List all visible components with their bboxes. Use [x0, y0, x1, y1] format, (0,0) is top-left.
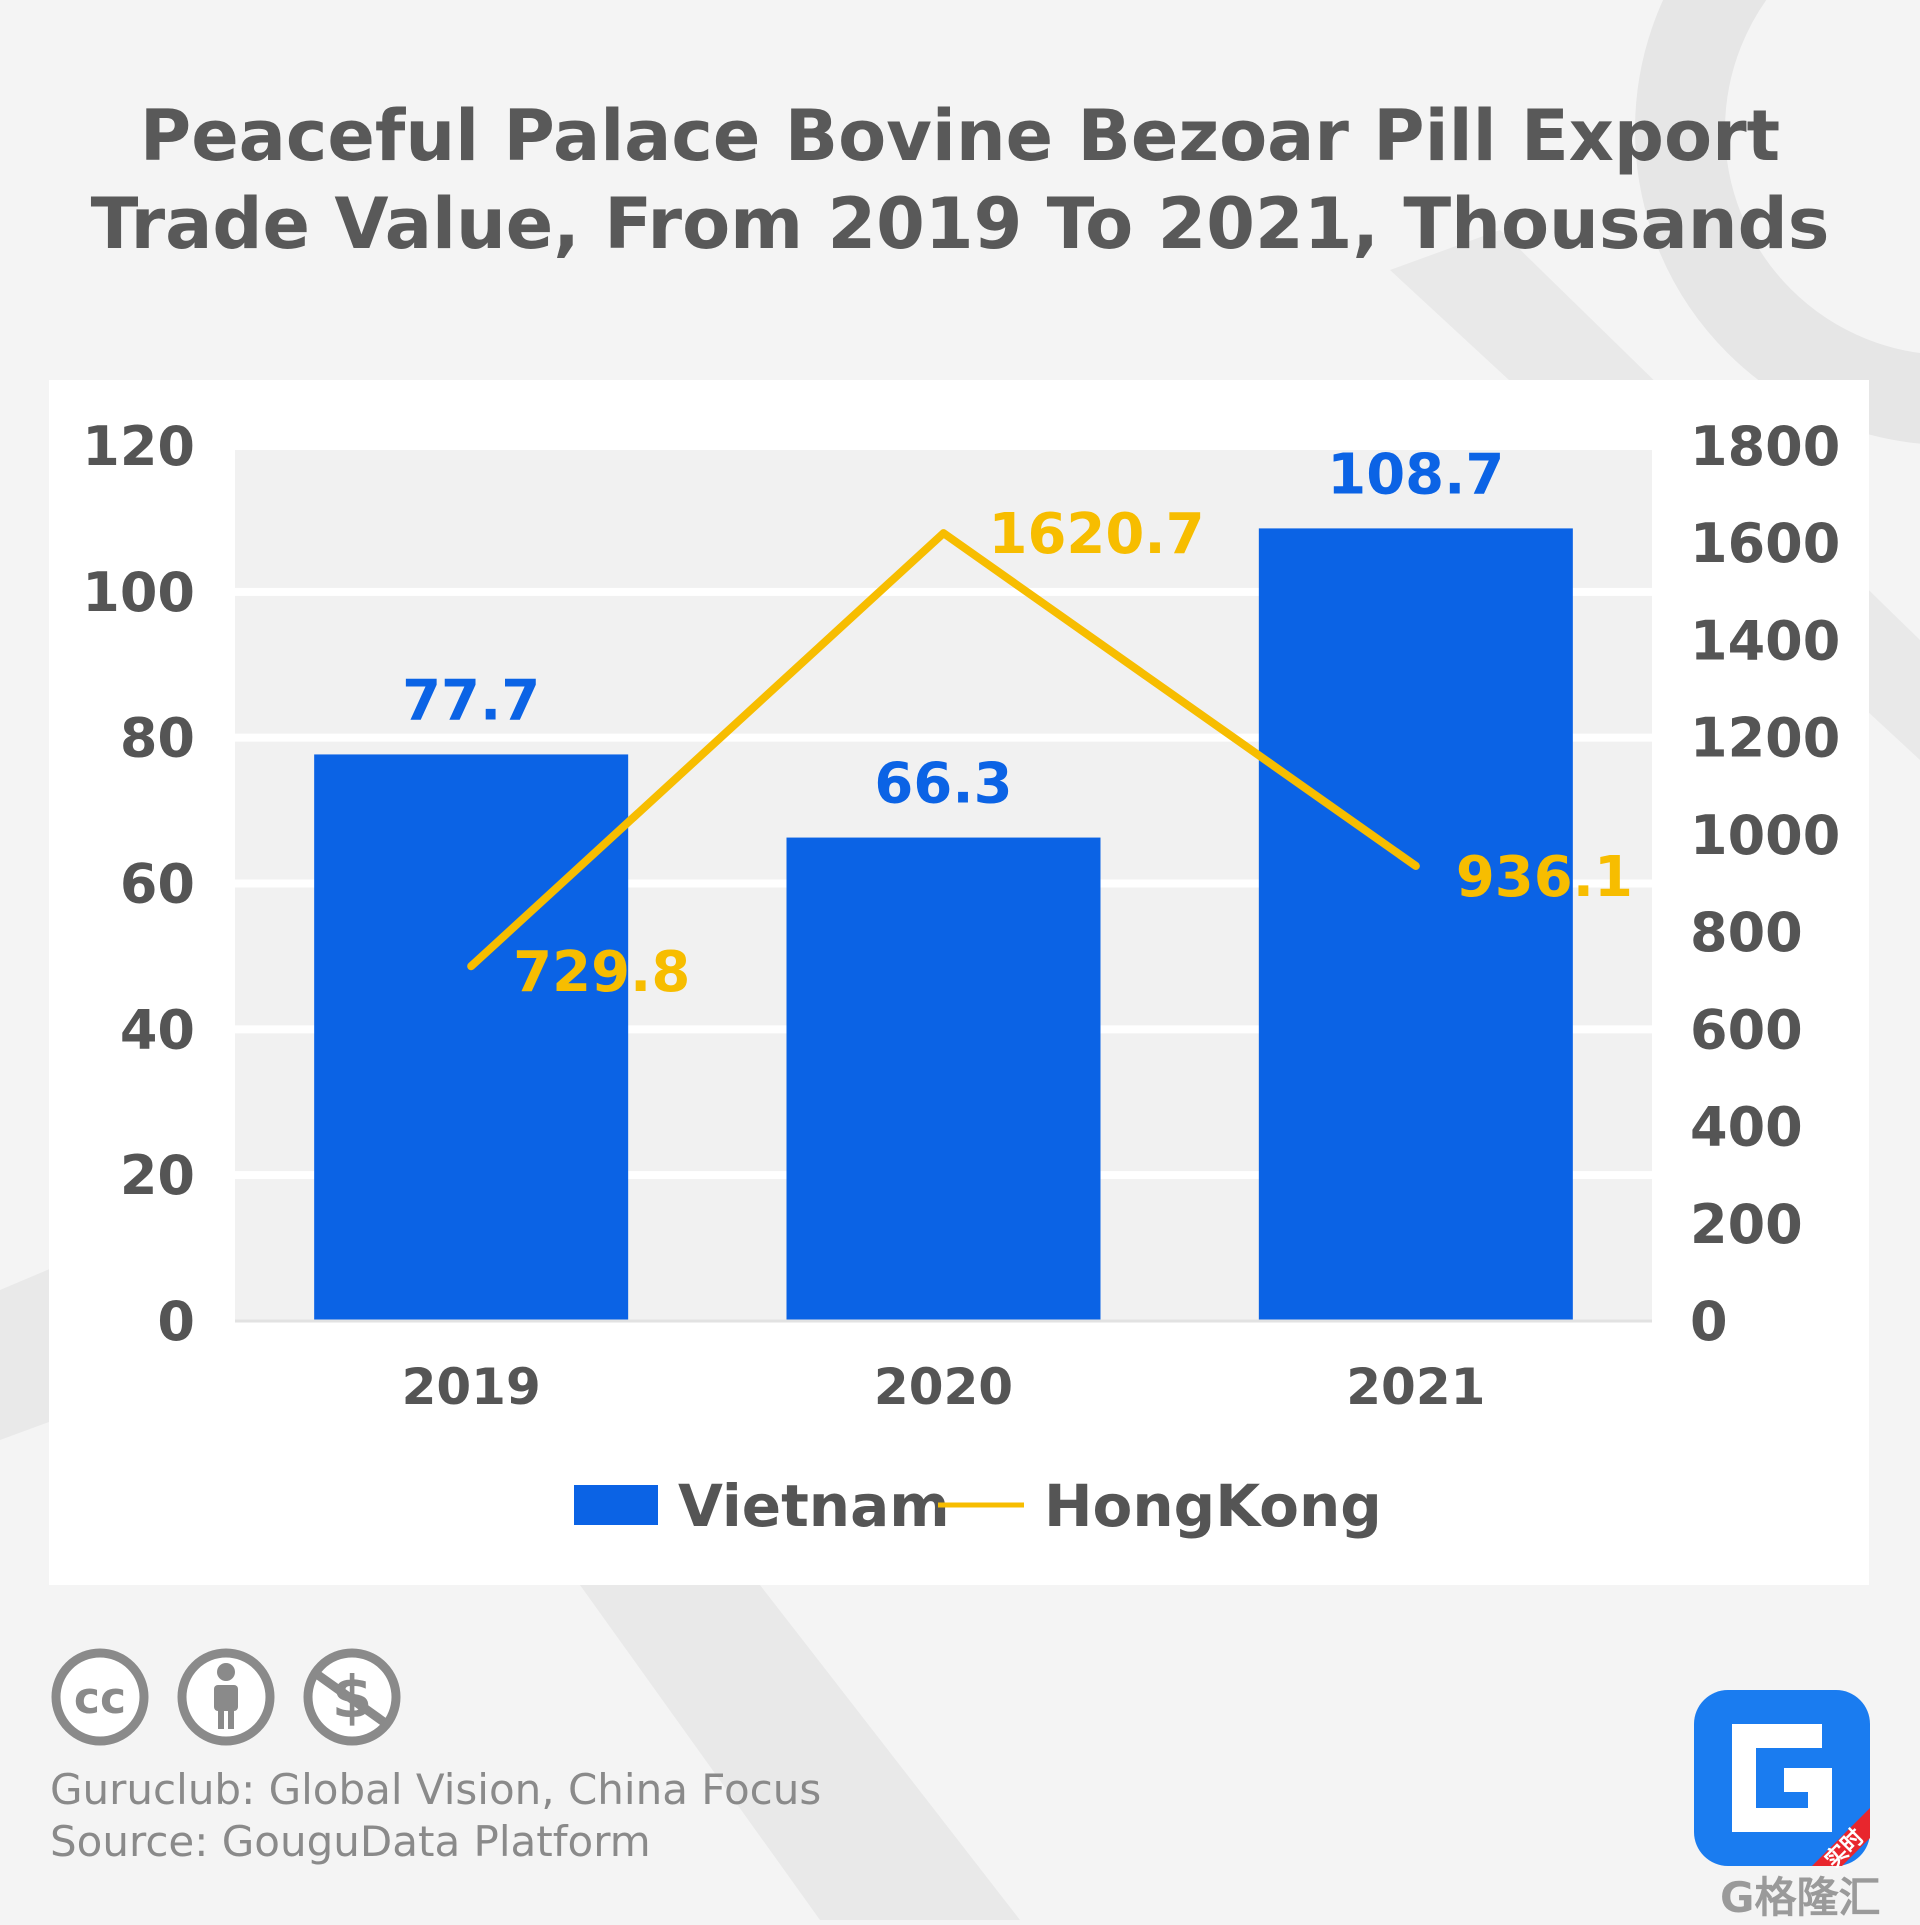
y-left-tick-label: 40	[120, 998, 195, 1061]
bar-2020	[786, 837, 1101, 1321]
y-left-tick-label: 120	[82, 415, 195, 478]
line-data-label: 936.1	[1456, 845, 1633, 910]
legend-label-hongkong: HongKong	[1044, 1472, 1382, 1540]
gelonghui-logo-icon: 实时	[1694, 1690, 1870, 1868]
legend-swatch-bar	[574, 1485, 658, 1525]
y-left-tick-label: 60	[120, 853, 195, 916]
y-right-tick-label: 1400	[1690, 609, 1840, 672]
y-right-tick-label: 1800	[1690, 415, 1840, 478]
bar-data-label: 108.7	[1327, 442, 1504, 507]
bar-2019	[314, 754, 629, 1321]
bar-data-label: 66.3	[874, 752, 1012, 817]
y-right-tick-label: 800	[1690, 901, 1803, 964]
y-right-tick-label: 0	[1690, 1290, 1728, 1353]
bar-data-label: 77.7	[402, 668, 540, 733]
x-tick-label: 2019	[402, 1358, 541, 1416]
y-right-tick-label: 400	[1690, 1096, 1803, 1159]
x-tick-label: 2020	[874, 1358, 1013, 1416]
y-right-tick-label: 200	[1690, 1193, 1803, 1256]
chart-title-line-1: Peaceful Palace Bovine Bezoar Pill Expor…	[139, 95, 1781, 177]
line-point	[1412, 862, 1419, 869]
chart-title-line-2: Trade Value, From 2019 To 2021, Thousand…	[90, 183, 1830, 265]
y-left-tick-label: 100	[82, 561, 195, 624]
line-point	[940, 530, 947, 537]
y-left-tick-label: 80	[120, 707, 195, 770]
creative-commons-icon: cc	[51, 1648, 149, 1746]
line-data-label: 729.8	[513, 940, 690, 1005]
chart-title: Peaceful Palace Bovine Bezoar Pill Expor…	[0, 92, 1920, 268]
attribution-icon	[177, 1648, 275, 1746]
footer-tagline: Guruclub: Global Vision, China Focus	[50, 1765, 822, 1814]
y-left-tick-label: 20	[120, 1144, 195, 1207]
footer-source: Source: GouguData Platform	[50, 1817, 651, 1866]
line-data-label: 1620.7	[989, 502, 1205, 567]
y-right-tick-label: 600	[1690, 998, 1803, 1061]
brand-wordmark: G格隆汇	[1720, 1873, 1881, 1922]
line-point	[468, 963, 475, 970]
bar-2021	[1258, 528, 1573, 1321]
cc-badge-text: cc	[74, 1673, 126, 1724]
license-badges: cc $	[51, 1648, 401, 1746]
y-left-tick-label: 0	[157, 1290, 195, 1353]
y-right-tick-label: 1600	[1690, 512, 1840, 575]
y-right-tick-label: 1000	[1690, 804, 1840, 867]
non-commercial-icon: $	[303, 1648, 401, 1746]
legend-label-vietnam: Vietnam	[678, 1472, 950, 1540]
y-right-tick-label: 1200	[1690, 707, 1840, 770]
x-tick-label: 2021	[1346, 1358, 1485, 1416]
